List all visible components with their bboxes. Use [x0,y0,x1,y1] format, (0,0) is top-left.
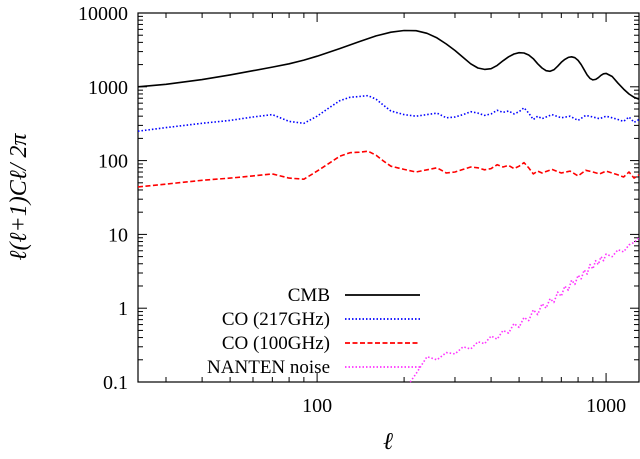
x-tick-label: 1000 [586,395,626,417]
y-tick-label: 10000 [78,3,128,25]
y-tick-label: 0.1 [103,372,128,394]
legend-label: NANTEN noise [207,357,330,378]
series-line-3 [409,237,640,383]
y-tick-label: 100 [98,151,128,173]
x-tick-label: 100 [302,395,332,417]
y-tick-label: 10 [108,224,128,246]
legend-label: CMB [288,285,330,306]
series-line-1 [137,94,640,132]
series-line-0 [137,29,640,100]
y-axis-label: ℓ(ℓ+1)Cℓ/ 2π [6,133,32,261]
series-line-2 [137,150,640,188]
plot-frame [137,12,640,383]
legend: CMB CO (217GHz) CO (100GHz) NANTEN noise [207,285,420,378]
legend-label: CO (217GHz) [222,309,330,330]
y-tick-label: 1000 [88,77,128,99]
axis-ticks: 10000 1000 100 10 1 0.1 100 1000 [78,3,639,417]
series-layer [137,29,640,383]
x-axis-label: ℓ [383,429,393,455]
y-tick-label: 1 [118,298,128,320]
legend-label: CO (100GHz) [222,333,330,354]
